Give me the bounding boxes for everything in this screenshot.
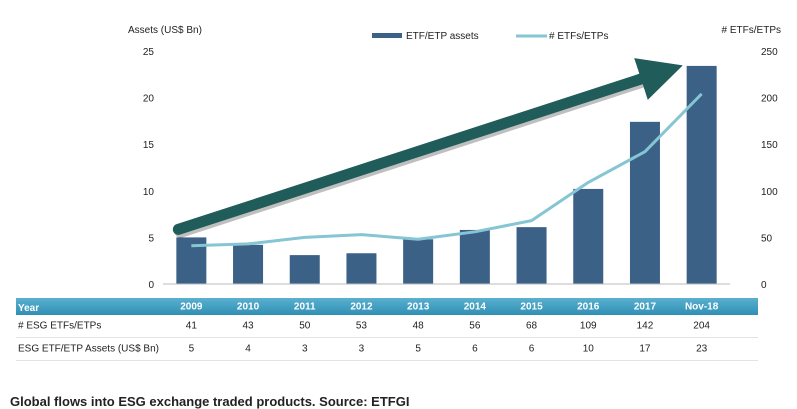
table-header-year: 2017 [633,301,657,312]
left-axis-title: Assets (US$ Bn) [128,25,202,36]
bar-2010 [233,244,264,284]
table-cell: 41 [185,320,197,332]
bar-2017 [629,121,660,284]
table-header-year: 2010 [236,301,260,312]
table-cell: 6 [472,343,478,355]
table-row-label: ESG ETF/ETP Assets (US$ Bn) [18,343,159,355]
table-cell: 5 [188,343,195,355]
combo-chart: Assets (US$ Bn) # ETFs/ETPs 0 5 10 15 20 25 0… [128,25,781,291]
table-header-year: 2014 [463,301,486,312]
table-header-year: 2015 [520,301,543,312]
bar-2013 [403,239,434,284]
table-row-esg-count: # ESG ETFs/ETPs 41 43 50 53 48 56 68 109 142 204 [16,315,758,338]
legend-label-bars: ETF/ETP assets [406,31,479,42]
left-tick-label: 10 [143,187,155,198]
right-tick-label: 100 [761,187,778,198]
left-tick-label: 0 [148,280,154,291]
table-cell: 23 [696,343,708,355]
trend-arrow [172,58,683,235]
table-row-label: # ESG ETFs/ETPs [18,320,102,332]
bar-2011 [289,255,320,284]
right-tick-label: 250 [761,47,778,58]
table-cell: 4 [245,343,251,355]
table-cell: 109 [579,320,597,332]
table-header-year: 2011 [293,301,316,312]
left-tick-label: 5 [148,233,154,244]
table-cell: 68 [525,320,538,332]
left-tick-label: 15 [143,140,155,151]
table-cell: 6 [528,343,535,355]
right-tick-label: 150 [761,140,778,151]
table-cell: 43 [242,320,254,332]
bar-2014 [459,229,490,284]
line-series-etf-count [191,92,703,248]
table-header-label: Year [18,303,40,314]
table-row-esg-assets: ESG ETF/ETP Assets (US$ Bn) 5 4 3 3 5 6 6 10 17 2… [16,338,758,361]
figure-caption: Global flows into ESG exchange traded pr… [10,394,410,409]
table-cell: 5 [415,343,421,355]
right-tick-label: 50 [761,233,773,244]
table-cell: 10 [582,343,594,355]
table-cell: 204 [693,320,710,332]
left-tick-label: 20 [143,94,155,105]
legend-swatch-bars [372,33,402,38]
right-tick-label: 200 [761,94,778,105]
table-cell: 56 [469,320,481,332]
table-header-year: 2013 [407,301,430,312]
table-cell: 53 [355,320,367,332]
table-header-year: 2016 [577,301,600,312]
table-cell: 17 [639,343,651,355]
right-axis-title: # ETFs/ETPs [722,25,781,36]
table-cell: 3 [358,343,365,355]
table-header-year: 2009 [180,301,203,312]
table-header-row: Year 2009 2010 2011 2012 2013 2014 2015 2016 201… [16,298,758,315]
bar-2012 [346,253,377,284]
table-cell: 50 [299,320,311,332]
legend-label-line: # ETFs/ETPs [549,31,608,42]
table-header-year: 2012 [350,301,373,312]
table-header-year: Nov-18 [684,301,719,312]
bar-Nov-18 [686,65,717,284]
bar-2015 [516,227,547,284]
table-cell: 3 [301,343,308,355]
data-table: Year 2009 2010 2011 2012 2013 2014 2015 2016 201… [16,298,758,361]
table-cell: 48 [412,320,424,332]
bar-2016 [573,188,604,284]
left-tick-label: 25 [143,47,155,58]
table-cell: 142 [636,320,654,332]
right-tick-label: 0 [761,280,767,291]
